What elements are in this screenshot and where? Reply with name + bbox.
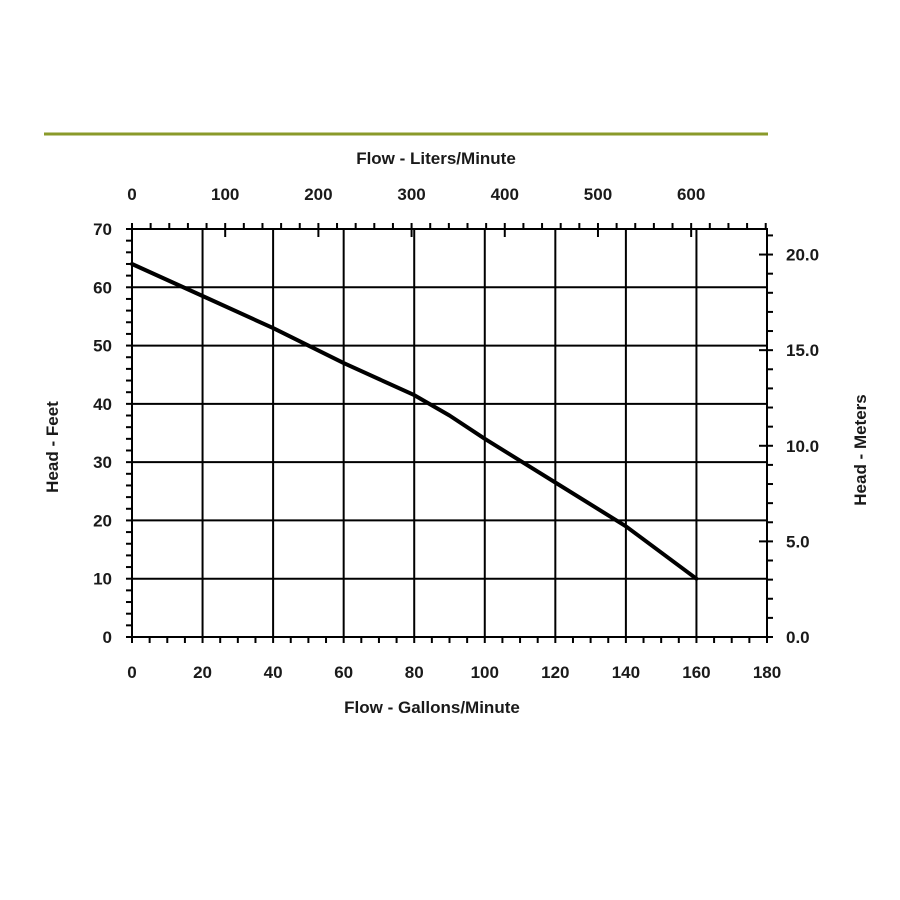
y-axis-title: Head - Feet	[43, 401, 62, 493]
x-tick-label: 160	[682, 663, 710, 682]
y-tick-label: 30	[93, 453, 112, 472]
y-tick-label: 70	[93, 220, 112, 239]
y-tick-label: 40	[93, 395, 112, 414]
grid-lines	[131, 228, 768, 638]
x-tick-label: 180	[753, 663, 781, 682]
x-axis-tick-labels: 0 20 40 60 80 100 120 140 160 180	[127, 663, 781, 682]
top-axis-tick-labels: 0 100 200 300 400 500 600	[127, 185, 705, 204]
right-tick-label: 20.0	[786, 246, 819, 265]
x-tick-label: 40	[264, 663, 283, 682]
x-axis-title: Flow - Gallons/Minute	[344, 698, 520, 717]
right-axis-tick-labels: 0.0 5.0 10.0 15.0 20.0	[786, 246, 819, 647]
top-tick-label: 500	[584, 185, 612, 204]
top-tick-label: 0	[127, 185, 136, 204]
top-tick-label: 100	[211, 185, 239, 204]
x-tick-label: 0	[127, 663, 136, 682]
pump-curve-line	[130, 262, 699, 581]
top-tick-label: 200	[304, 185, 332, 204]
x-tick-label: 100	[471, 663, 499, 682]
y-tick-label: 20	[93, 511, 112, 530]
x-tick-label: 60	[334, 663, 353, 682]
y-tick-label: 10	[93, 570, 112, 589]
minor-ticks	[126, 223, 773, 643]
right-tick-label: 0.0	[786, 628, 810, 647]
right-axis-title: Head - Meters	[851, 394, 870, 505]
x-tick-label: 120	[541, 663, 569, 682]
top-tick-label: 400	[491, 185, 519, 204]
y-tick-label: 0	[103, 628, 112, 647]
right-tick-label: 15.0	[786, 341, 819, 360]
y-tick-label: 60	[93, 278, 112, 297]
right-tick-label: 10.0	[786, 437, 819, 456]
x-tick-label: 140	[612, 663, 640, 682]
y-axis-tick-labels: 0 10 20 30 40 50 60 70	[93, 220, 112, 647]
top-axis-title: Flow - Liters/Minute	[356, 149, 516, 168]
right-tick-label: 5.0	[786, 532, 810, 551]
top-tick-label: 300	[397, 185, 425, 204]
y-tick-label: 50	[93, 337, 112, 356]
x-tick-label: 80	[405, 663, 424, 682]
x-tick-label: 20	[193, 663, 212, 682]
top-tick-label: 600	[677, 185, 705, 204]
plot-frame	[131, 228, 768, 638]
